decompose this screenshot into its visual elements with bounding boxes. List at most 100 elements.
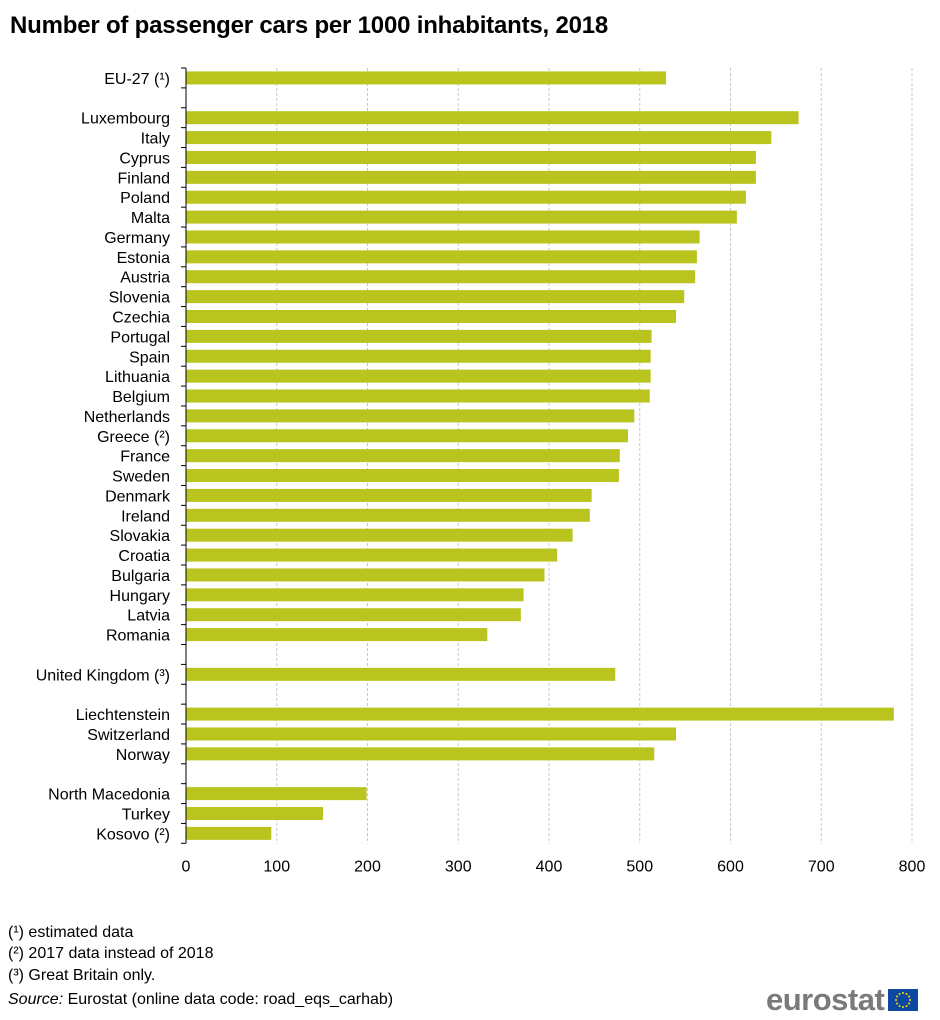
eurostat-logo: eurostat	[766, 982, 919, 1018]
category-label: Austria	[120, 270, 170, 287]
source-text: Eurostat (online data code: road_eqs_car…	[63, 991, 394, 1008]
bar	[186, 290, 685, 304]
bar	[186, 170, 756, 184]
category-label: Estonia	[117, 250, 170, 267]
bar	[186, 807, 324, 820]
footnote-1: (¹) estimated data	[8, 924, 134, 941]
category-label: Romania	[106, 628, 170, 645]
category-label: Portugal	[110, 329, 170, 346]
category-label: Slovakia	[110, 528, 171, 545]
bar	[186, 71, 667, 85]
flag-star	[895, 999, 898, 1001]
category-label: Sweden	[112, 469, 170, 486]
flag-star	[896, 995, 899, 998]
bar	[186, 210, 737, 224]
bar	[186, 469, 619, 483]
flag-star	[896, 1002, 899, 1005]
bar	[186, 628, 488, 642]
category-label: Croatia	[118, 548, 170, 565]
category-label: Spain	[129, 349, 170, 366]
category-label: Slovenia	[109, 290, 170, 307]
x-tick-label: 700	[808, 858, 835, 875]
bar	[186, 409, 635, 423]
bar	[186, 389, 650, 403]
source-line: Source: Eurostat (online data code: road…	[8, 991, 393, 1009]
logo-text: eurostat	[766, 982, 885, 1017]
category-label: Italy	[141, 131, 170, 148]
category-label: Bulgaria	[111, 568, 170, 585]
bar	[186, 230, 700, 244]
category-label: Poland	[120, 190, 170, 207]
bar	[186, 111, 799, 125]
category-label: Netherlands	[84, 409, 170, 426]
bar	[186, 747, 655, 761]
category-label: Hungary	[110, 588, 170, 605]
flag-star	[898, 992, 901, 995]
flag-star	[902, 1006, 905, 1008]
flag-star	[908, 1002, 911, 1005]
footnote-2: (²) 2017 data instead of 2018	[8, 945, 214, 962]
source-label: Source:	[8, 991, 64, 1008]
bar	[186, 349, 651, 363]
category-label: Finland	[118, 170, 170, 187]
bar	[186, 727, 677, 741]
flag-star	[908, 995, 911, 998]
flag-star	[898, 1005, 901, 1008]
category-label: Germany	[104, 230, 170, 247]
bar-chart: 0 100 200 300 400 500 600 700 800 EU-27 (¹) Luxemb…	[36, 67, 926, 875]
category-label: Lithuania	[105, 369, 170, 386]
category-label: Latvia	[127, 608, 170, 625]
flag-star	[905, 992, 908, 995]
bar	[186, 528, 573, 542]
bar	[186, 131, 772, 145]
category-label: EU-27 (¹)	[104, 71, 170, 88]
bar	[186, 329, 652, 343]
x-tick-label: 0	[182, 858, 191, 875]
category-label: Ireland	[121, 508, 170, 525]
category-label: Norway	[116, 747, 170, 764]
bar	[186, 250, 697, 264]
bar	[186, 488, 592, 502]
category-label: Cyprus	[119, 150, 170, 167]
bar	[186, 568, 545, 582]
category-label: Liechtenstein	[76, 707, 170, 724]
category-label: Greece (²)	[97, 429, 170, 446]
bar	[186, 270, 696, 284]
category-label: Czechia	[112, 310, 170, 327]
bar	[186, 826, 272, 840]
flag-star	[905, 1005, 908, 1008]
bar	[186, 369, 651, 383]
bar	[186, 449, 620, 463]
category-label: Malta	[131, 210, 170, 227]
bar	[186, 150, 756, 164]
x-tick-label: 200	[354, 858, 381, 875]
category-label: France	[120, 449, 170, 466]
category-label: Belgium	[112, 389, 170, 406]
category-label: Denmark	[105, 488, 171, 505]
category-label: Kosovo (²)	[96, 826, 170, 843]
category-label: North Macedonia	[48, 787, 170, 804]
x-tick-label: 800	[899, 858, 926, 875]
flag-star	[909, 999, 912, 1001]
bar	[186, 608, 521, 622]
bar	[186, 588, 524, 602]
bar	[186, 429, 628, 443]
x-tick-label: 300	[445, 858, 472, 875]
chart-title: Number of passenger cars per 1000 inhabi…	[10, 12, 609, 39]
x-tick-label: 600	[717, 858, 744, 875]
flag-star	[902, 992, 905, 994]
x-tick-label: 400	[536, 858, 563, 875]
eu-flag-icon	[888, 989, 919, 1011]
footnote-3: (³) Great Britain only.	[8, 967, 156, 984]
bar	[186, 787, 367, 801]
bar	[186, 508, 590, 522]
category-label: Switzerland	[87, 727, 170, 744]
bar	[186, 548, 558, 562]
x-tick-label: 500	[626, 858, 653, 875]
bar	[186, 707, 894, 721]
category-label: United Kingdom (³)	[36, 667, 170, 684]
bar	[186, 310, 677, 323]
bar	[186, 667, 616, 681]
category-label: Luxembourg	[81, 111, 170, 128]
bar	[186, 190, 746, 204]
